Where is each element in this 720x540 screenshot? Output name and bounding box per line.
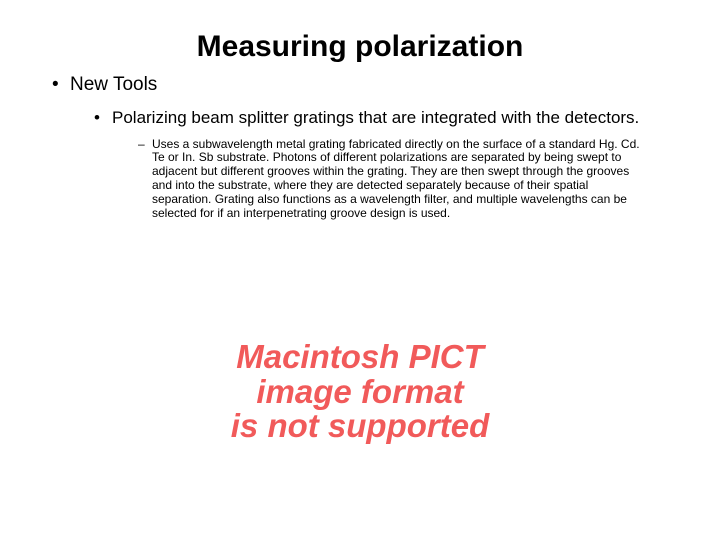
pict-error-message: Macintosh PICT image format is not suppo…: [180, 340, 540, 444]
error-line-2: image format: [180, 375, 540, 410]
error-line-3: is not supported: [180, 409, 540, 444]
bullet-level-2: Polarizing beam splitter gratings that a…: [112, 108, 650, 128]
bullet-level-1: New Tools: [70, 74, 680, 96]
error-line-1: Macintosh PICT: [180, 340, 540, 375]
bullet-level-3: Uses a subwavelength metal grating fabri…: [152, 138, 650, 221]
slide-title: Measuring polarization: [120, 30, 600, 64]
slide-container: Measuring polarization New Tools Polariz…: [0, 0, 720, 540]
